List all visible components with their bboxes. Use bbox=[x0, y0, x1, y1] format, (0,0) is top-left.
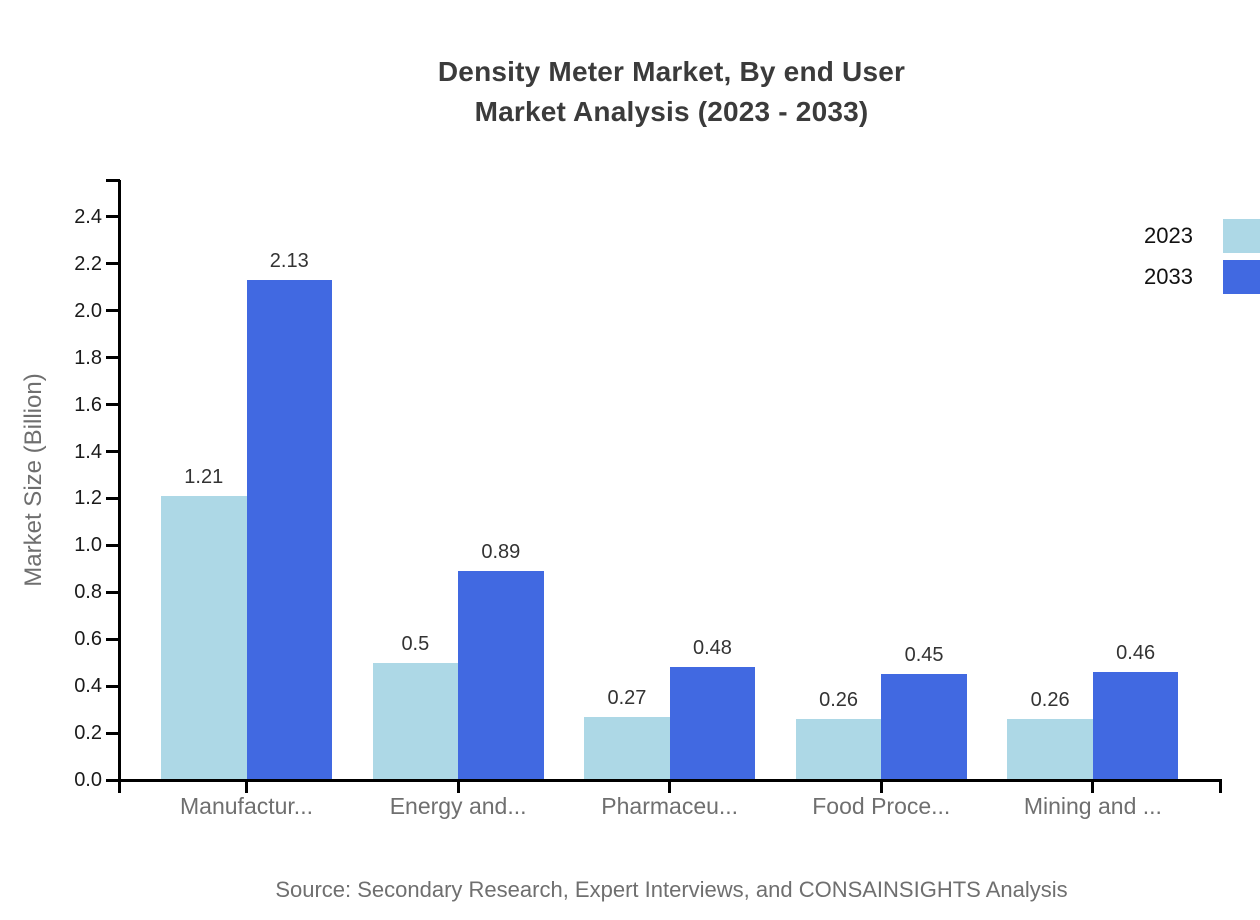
y-axis-tick bbox=[106, 403, 120, 407]
bar-2023-food-proce bbox=[795, 719, 882, 780]
bar-value-label: 0.48 bbox=[692, 637, 732, 660]
bar-value-label: 2.13 bbox=[269, 250, 309, 273]
x-axis-line bbox=[118, 779, 1222, 782]
legend-item-2023: 2023 bbox=[1144, 219, 1260, 253]
y-axis-tick bbox=[106, 731, 120, 735]
y-tick-label: 1.8 bbox=[74, 346, 102, 369]
x-axis-tick bbox=[668, 780, 672, 793]
y-tick-label: 2.2 bbox=[74, 252, 102, 275]
y-tick-label: 0.0 bbox=[74, 769, 102, 791]
legend-swatch-2023-icon bbox=[1223, 219, 1260, 253]
bar-value-label: 0.26 bbox=[819, 689, 859, 711]
y-axis-tick bbox=[106, 215, 120, 219]
chart-title-line-1: Density Meter Market, By end User bbox=[437, 56, 906, 87]
y-tick-label: 0.6 bbox=[74, 628, 102, 651]
bar-2023-pharmaceu bbox=[584, 716, 670, 780]
bar-2033-manufactur bbox=[246, 280, 332, 780]
x-category-label-manufactur: Manufactur... bbox=[180, 793, 313, 819]
y-tick-label: 1.2 bbox=[74, 487, 102, 510]
y-axis-tick bbox=[106, 356, 120, 360]
bar-2023-mining-and bbox=[1007, 719, 1093, 780]
bar-value-label: 0.26 bbox=[1030, 689, 1070, 711]
legend: 2023 2033 bbox=[1144, 219, 1260, 301]
bar-2033-energy-and bbox=[458, 571, 544, 780]
y-tick-label: 0.2 bbox=[74, 722, 102, 745]
y-axis-tick bbox=[106, 684, 120, 688]
x-axis-tick bbox=[879, 780, 883, 793]
y-axis-tick bbox=[106, 262, 120, 266]
y-axis-tick bbox=[106, 496, 120, 500]
x-axis-end-tick bbox=[1219, 780, 1222, 793]
legend-item-2033: 2033 bbox=[1144, 260, 1260, 294]
x-category-label-pharmaceu: Pharmaceu... bbox=[601, 793, 739, 819]
bar-value-label: 0.27 bbox=[607, 686, 647, 709]
bar-value-label: 0.89 bbox=[481, 541, 521, 564]
y-tick-label: 1.6 bbox=[74, 393, 102, 416]
bar-value-label: 0.45 bbox=[904, 644, 944, 667]
legend-label-2033: 2033 bbox=[1144, 264, 1193, 289]
bar-2023-energy-and bbox=[372, 662, 459, 780]
y-axis-tick bbox=[106, 590, 120, 594]
y-axis-line bbox=[118, 180, 121, 793]
x-axis-tick bbox=[456, 780, 460, 793]
x-category-label-food-proce: Food Proce... bbox=[812, 793, 951, 819]
x-axis-tick bbox=[1091, 780, 1095, 793]
bar-value-label: 1.21 bbox=[184, 466, 224, 489]
y-axis-tick bbox=[106, 637, 120, 641]
y-tick-label: 1.4 bbox=[74, 440, 102, 463]
y-tick-label: 1.0 bbox=[74, 534, 102, 557]
y-tick-label: 2.4 bbox=[74, 205, 102, 228]
y-axis-tick bbox=[106, 309, 120, 313]
legend-swatch-2033-icon bbox=[1223, 260, 1260, 294]
y-axis-tick bbox=[106, 450, 120, 454]
y-tick-label: 2.0 bbox=[74, 299, 102, 322]
x-category-label-energy-and: Energy and... bbox=[389, 793, 527, 819]
chart-title-line-2: Market Analysis (2023 - 2033) bbox=[474, 96, 869, 127]
x-category-label-mining-and: Mining and ... bbox=[1023, 793, 1162, 819]
bar-2033-mining-and bbox=[1092, 672, 1179, 780]
x-axis-tick bbox=[245, 780, 248, 793]
y-axis-tick bbox=[106, 543, 120, 547]
bar-2033-pharmaceu bbox=[669, 667, 756, 780]
bar-value-label: 0.5 bbox=[401, 632, 430, 655]
legend-label-2023: 2023 bbox=[1144, 223, 1193, 248]
y-axis-tick bbox=[106, 778, 120, 782]
y-axis-end-tick bbox=[106, 179, 120, 182]
bar-2033-food-proce bbox=[881, 674, 967, 780]
source-note: Source: Secondary Research, Expert Inter… bbox=[275, 877, 1068, 902]
y-tick-label: 0.4 bbox=[74, 675, 102, 698]
bar-value-label: 0.46 bbox=[1116, 642, 1156, 665]
y-tick-label: 0.8 bbox=[74, 581, 102, 604]
bar-2023-manufactur bbox=[161, 496, 247, 780]
chart-title: Density Meter Market, By end User Market… bbox=[120, 52, 1223, 132]
